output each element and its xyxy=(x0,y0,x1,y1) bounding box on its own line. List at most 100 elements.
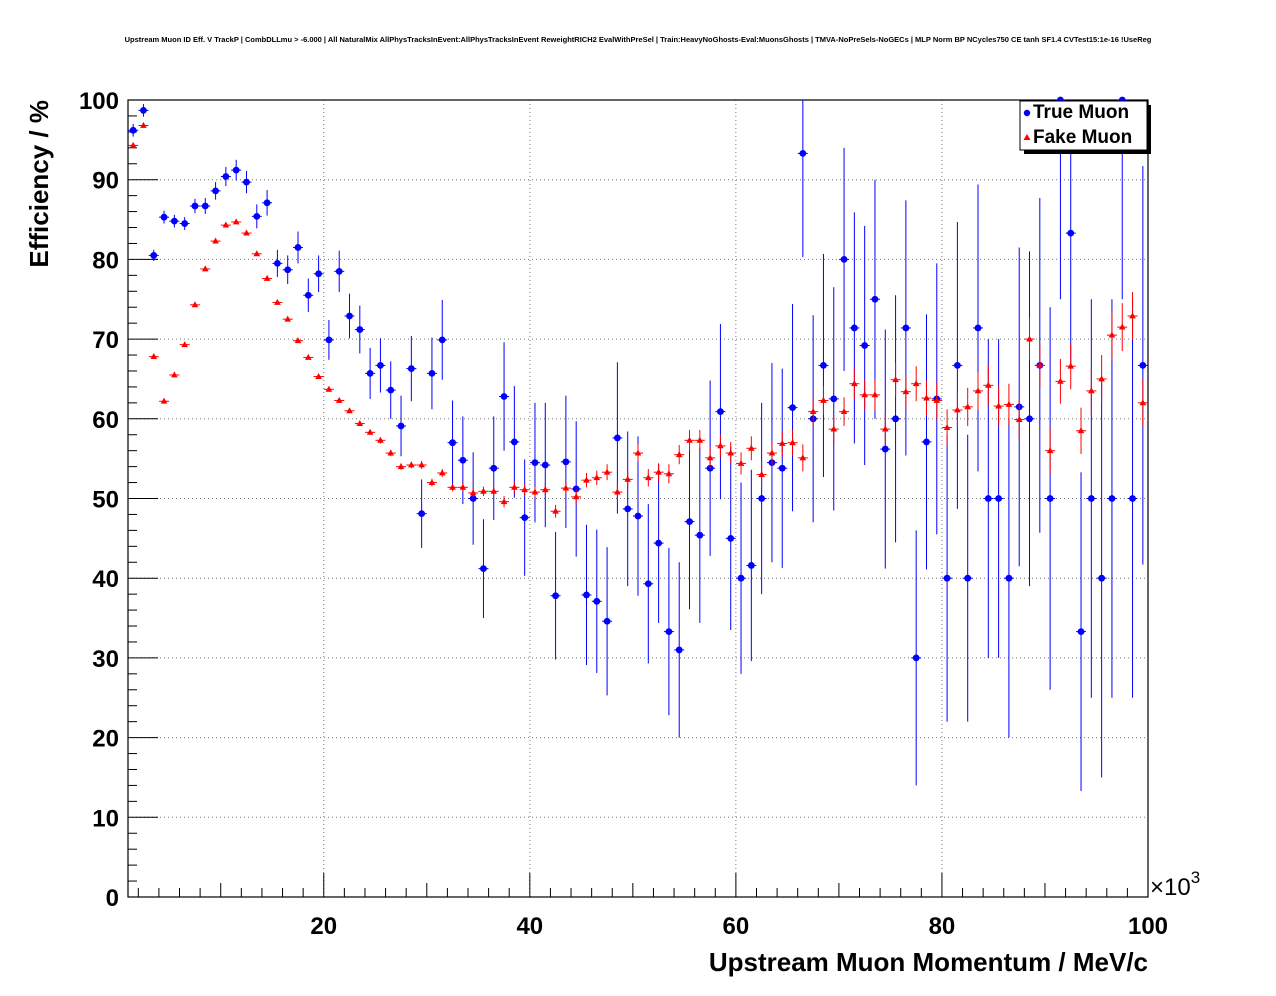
data-point xyxy=(758,470,765,477)
data-point xyxy=(490,464,498,472)
data-point xyxy=(943,423,951,430)
data-point xyxy=(593,474,601,481)
data-point xyxy=(521,514,529,522)
data-point xyxy=(140,106,147,114)
data-point xyxy=(459,456,467,464)
data-point xyxy=(263,199,271,207)
data-point xyxy=(170,217,178,225)
data-point xyxy=(871,295,879,303)
data-point xyxy=(366,369,374,377)
data-point xyxy=(686,436,693,443)
data-point xyxy=(212,187,219,195)
legend-marker-true-muon xyxy=(1023,109,1031,117)
y-tick-label: 80 xyxy=(92,247,119,274)
data-point xyxy=(171,371,178,378)
y-tick-label: 60 xyxy=(92,407,119,434)
data-point xyxy=(181,220,189,227)
data-point xyxy=(160,397,168,404)
data-point xyxy=(851,380,858,387)
data-point xyxy=(449,483,456,490)
data-point xyxy=(408,461,415,468)
data-point xyxy=(614,488,621,495)
data-point xyxy=(274,298,281,305)
data-point xyxy=(727,449,735,456)
y-tick-label: 70 xyxy=(92,327,119,354)
data-point xyxy=(366,428,374,435)
data-point xyxy=(840,256,848,263)
data-point xyxy=(469,489,477,496)
data-point xyxy=(243,229,250,236)
data-point xyxy=(201,202,209,210)
data-point xyxy=(511,483,518,490)
data-point xyxy=(892,376,899,383)
data-point xyxy=(129,141,137,148)
data-point xyxy=(655,468,662,475)
y-tick-label: 100 xyxy=(79,88,119,115)
data-point xyxy=(696,531,704,539)
data-point xyxy=(1098,574,1106,582)
data-point xyxy=(748,444,755,451)
data-point xyxy=(747,562,755,569)
data-point xyxy=(129,126,137,134)
series-true-muon xyxy=(128,96,1148,791)
data-point xyxy=(809,408,817,415)
data-point xyxy=(820,362,827,369)
data-point xyxy=(1036,361,1044,368)
data-point xyxy=(346,407,353,414)
data-point xyxy=(984,495,992,502)
data-point xyxy=(954,406,961,413)
data-point xyxy=(150,252,158,259)
x-tick-label: 100 xyxy=(1128,913,1168,940)
x-tick-labels: 20 40 60 80 100 xyxy=(310,913,1168,940)
data-point xyxy=(1015,415,1023,422)
data-point xyxy=(789,439,796,446)
data-point xyxy=(1129,312,1136,319)
data-point xyxy=(449,439,456,447)
data-point xyxy=(1077,427,1085,434)
data-point xyxy=(1005,400,1013,407)
data-point xyxy=(634,449,642,456)
data-point xyxy=(583,476,590,483)
data-point xyxy=(655,539,663,547)
data-point xyxy=(377,362,384,369)
data-point xyxy=(840,408,848,415)
data-point xyxy=(974,324,982,332)
x-axis-title: Upstream Muon Momentum / MeV/c xyxy=(709,947,1148,977)
data-point xyxy=(243,178,250,186)
data-point xyxy=(397,422,405,430)
data-point xyxy=(820,396,827,403)
data-point xyxy=(737,574,745,582)
data-point xyxy=(634,512,642,520)
data-point xyxy=(737,459,745,466)
data-point xyxy=(335,396,343,403)
legend: True Muon Fake Muon xyxy=(1019,100,1151,154)
data-point xyxy=(500,498,508,505)
data-point xyxy=(953,362,961,369)
data-point xyxy=(263,274,271,281)
data-point xyxy=(675,451,683,458)
data-point xyxy=(1087,495,1095,502)
y-tick-labels: 0 10 20 30 40 50 60 70 80 90 100 xyxy=(79,88,119,912)
data-point xyxy=(500,393,508,400)
data-point xyxy=(799,149,807,157)
data-point xyxy=(377,436,384,443)
data-point xyxy=(304,291,312,299)
data-point xyxy=(294,337,302,344)
data-point xyxy=(562,484,570,491)
data-point xyxy=(912,380,920,387)
data-point xyxy=(541,461,549,469)
data-point xyxy=(294,244,302,251)
data-point xyxy=(717,408,724,416)
data-point xyxy=(531,488,539,495)
legend-entries: True Muon Fake Muon xyxy=(1023,102,1132,148)
y-tick-label: 0 xyxy=(106,885,119,912)
data-point xyxy=(861,391,868,398)
data-point xyxy=(510,438,518,446)
data-point xyxy=(1118,323,1126,330)
data-point xyxy=(253,212,261,220)
data-point xyxy=(273,259,281,267)
data-point xyxy=(212,237,219,244)
data-point xyxy=(1098,375,1105,382)
x-tick-label: 60 xyxy=(723,913,750,940)
